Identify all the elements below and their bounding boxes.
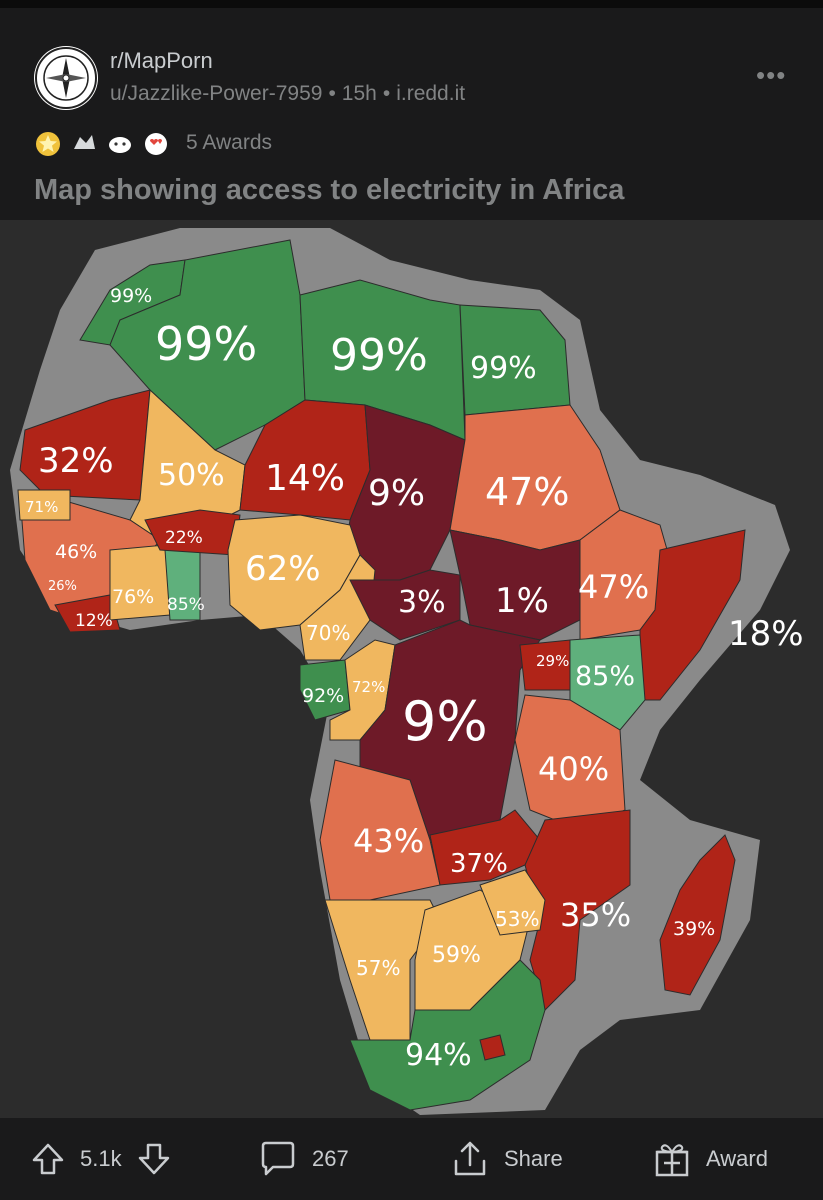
label-gabon: 92% (302, 685, 344, 707)
label-algeria: 99% (155, 317, 257, 371)
label-uganda: 29% (536, 652, 569, 670)
compass-logo-icon (35, 47, 97, 109)
label-guinea: 46% (55, 541, 97, 563)
gift-icon (655, 1144, 689, 1177)
post-title[interactable]: Map showing access to electricity in Afr… (34, 174, 625, 206)
label-mauritania: 32% (38, 441, 114, 481)
vote-group: 5.1k (30, 1118, 172, 1200)
country-cote-divoire (109, 544, 171, 621)
label-cameroon: 70% (306, 621, 350, 645)
label-angola: 43% (353, 822, 424, 860)
label-sudan: 47% (485, 470, 569, 514)
label-egypt: 99% (470, 351, 537, 386)
vote-score: 5.1k (80, 1146, 122, 1171)
label-ghana: 85% (167, 595, 205, 615)
label-somalia: 18% (728, 614, 804, 654)
label-tanzania: 40% (538, 750, 609, 788)
heart-eyes-award-icon (145, 133, 167, 155)
country-zimbabwe (479, 869, 546, 936)
subreddit-avatar[interactable] (34, 46, 98, 110)
country-somalia (639, 529, 746, 701)
gold-star-award-icon (36, 132, 60, 156)
country-namibia (324, 899, 441, 1041)
label-congo: 72% (352, 678, 385, 696)
post-header: r/MapPorn u/Jazzlike-Power-7959 • 15h • i.re… (0, 8, 823, 220)
label-senegal: 71% (25, 498, 58, 516)
label-mali: 50% (158, 458, 225, 493)
country-liberia (54, 594, 121, 633)
awards-count: 5 Awards (186, 131, 272, 154)
award-label: Award (706, 1146, 768, 1171)
label-niger: 14% (265, 458, 345, 499)
share-button[interactable]: Share (450, 1118, 563, 1200)
africa-electricity-map: 99% 99% 99% 99% 32% 50% 14% 9% 47% 71% 4… (10, 228, 804, 1115)
label-car: 3% (398, 585, 446, 620)
subreddit-name[interactable]: r/MapPorn (110, 48, 213, 73)
post-age: 15h (341, 82, 377, 105)
post-meta: u/Jazzlike-Power-7959 • 15h • i.redd.it (110, 82, 466, 105)
label-libya: 99% (330, 330, 428, 381)
author-link[interactable]: u/Jazzlike-Power-7959 (110, 82, 323, 105)
label-mozambique: 35% (560, 896, 631, 934)
more-horizontal-icon[interactable]: ••• (756, 60, 787, 90)
label-ethiopia: 47% (578, 568, 649, 606)
share-icon (454, 1141, 486, 1176)
map-image[interactable]: 99% 99% 99% 99% 32% 50% 14% 9% 47% 71% 4… (0, 220, 823, 1118)
awards-row[interactable]: 5 Awards (34, 126, 272, 160)
country-gabon (299, 659, 351, 721)
label-chad: 9% (368, 473, 425, 514)
label-burkina-faso: 22% (165, 528, 203, 548)
comments-button[interactable]: 267 (258, 1118, 349, 1200)
snoo-award-icon (109, 137, 131, 153)
label-nigeria: 62% (245, 549, 321, 589)
label-zimbabwe: 53% (495, 907, 539, 931)
label-morocco: 99% (110, 285, 152, 307)
label-liberia: 12% (75, 611, 113, 631)
top-bar (0, 0, 823, 8)
share-label: Share (504, 1146, 563, 1171)
wholesome-hands-award-icon (74, 135, 95, 149)
downvote-arrow-icon[interactable] (136, 1141, 172, 1177)
comment-count: 267 (312, 1146, 349, 1171)
post-domain[interactable]: i.redd.it (396, 82, 466, 105)
label-drc: 9% (402, 690, 488, 753)
label-botswana: 59% (432, 943, 481, 968)
label-madagascar: 39% (673, 918, 715, 940)
country-car (349, 569, 461, 641)
label-kenya: 85% (575, 661, 635, 692)
country-senegal (17, 489, 71, 521)
award-button[interactable]: Award (652, 1118, 768, 1200)
comment-bubble-icon (261, 1141, 295, 1176)
country-egypt (459, 304, 571, 416)
label-namibia: 57% (356, 956, 400, 980)
label-sierra-leone: 26% (48, 579, 77, 594)
country-lesotho (479, 1034, 506, 1061)
upvote-arrow-icon[interactable] (30, 1141, 66, 1177)
label-south-africa: 94% (405, 1038, 472, 1073)
label-cote-divoire: 76% (112, 586, 154, 608)
country-madagascar (659, 834, 736, 996)
countries (17, 239, 746, 1111)
label-zambia: 37% (450, 849, 508, 879)
label-south-sudan: 1% (495, 581, 549, 621)
percentage-labels: 99% 99% 99% 99% 32% 50% 14% 9% 47% 71% 4… (25, 285, 804, 1073)
country-angola (319, 759, 441, 901)
country-south-africa (349, 959, 546, 1111)
country-kenya (569, 634, 646, 731)
post-actions-bar: 5.1k 267 Share Award (0, 1118, 823, 1200)
